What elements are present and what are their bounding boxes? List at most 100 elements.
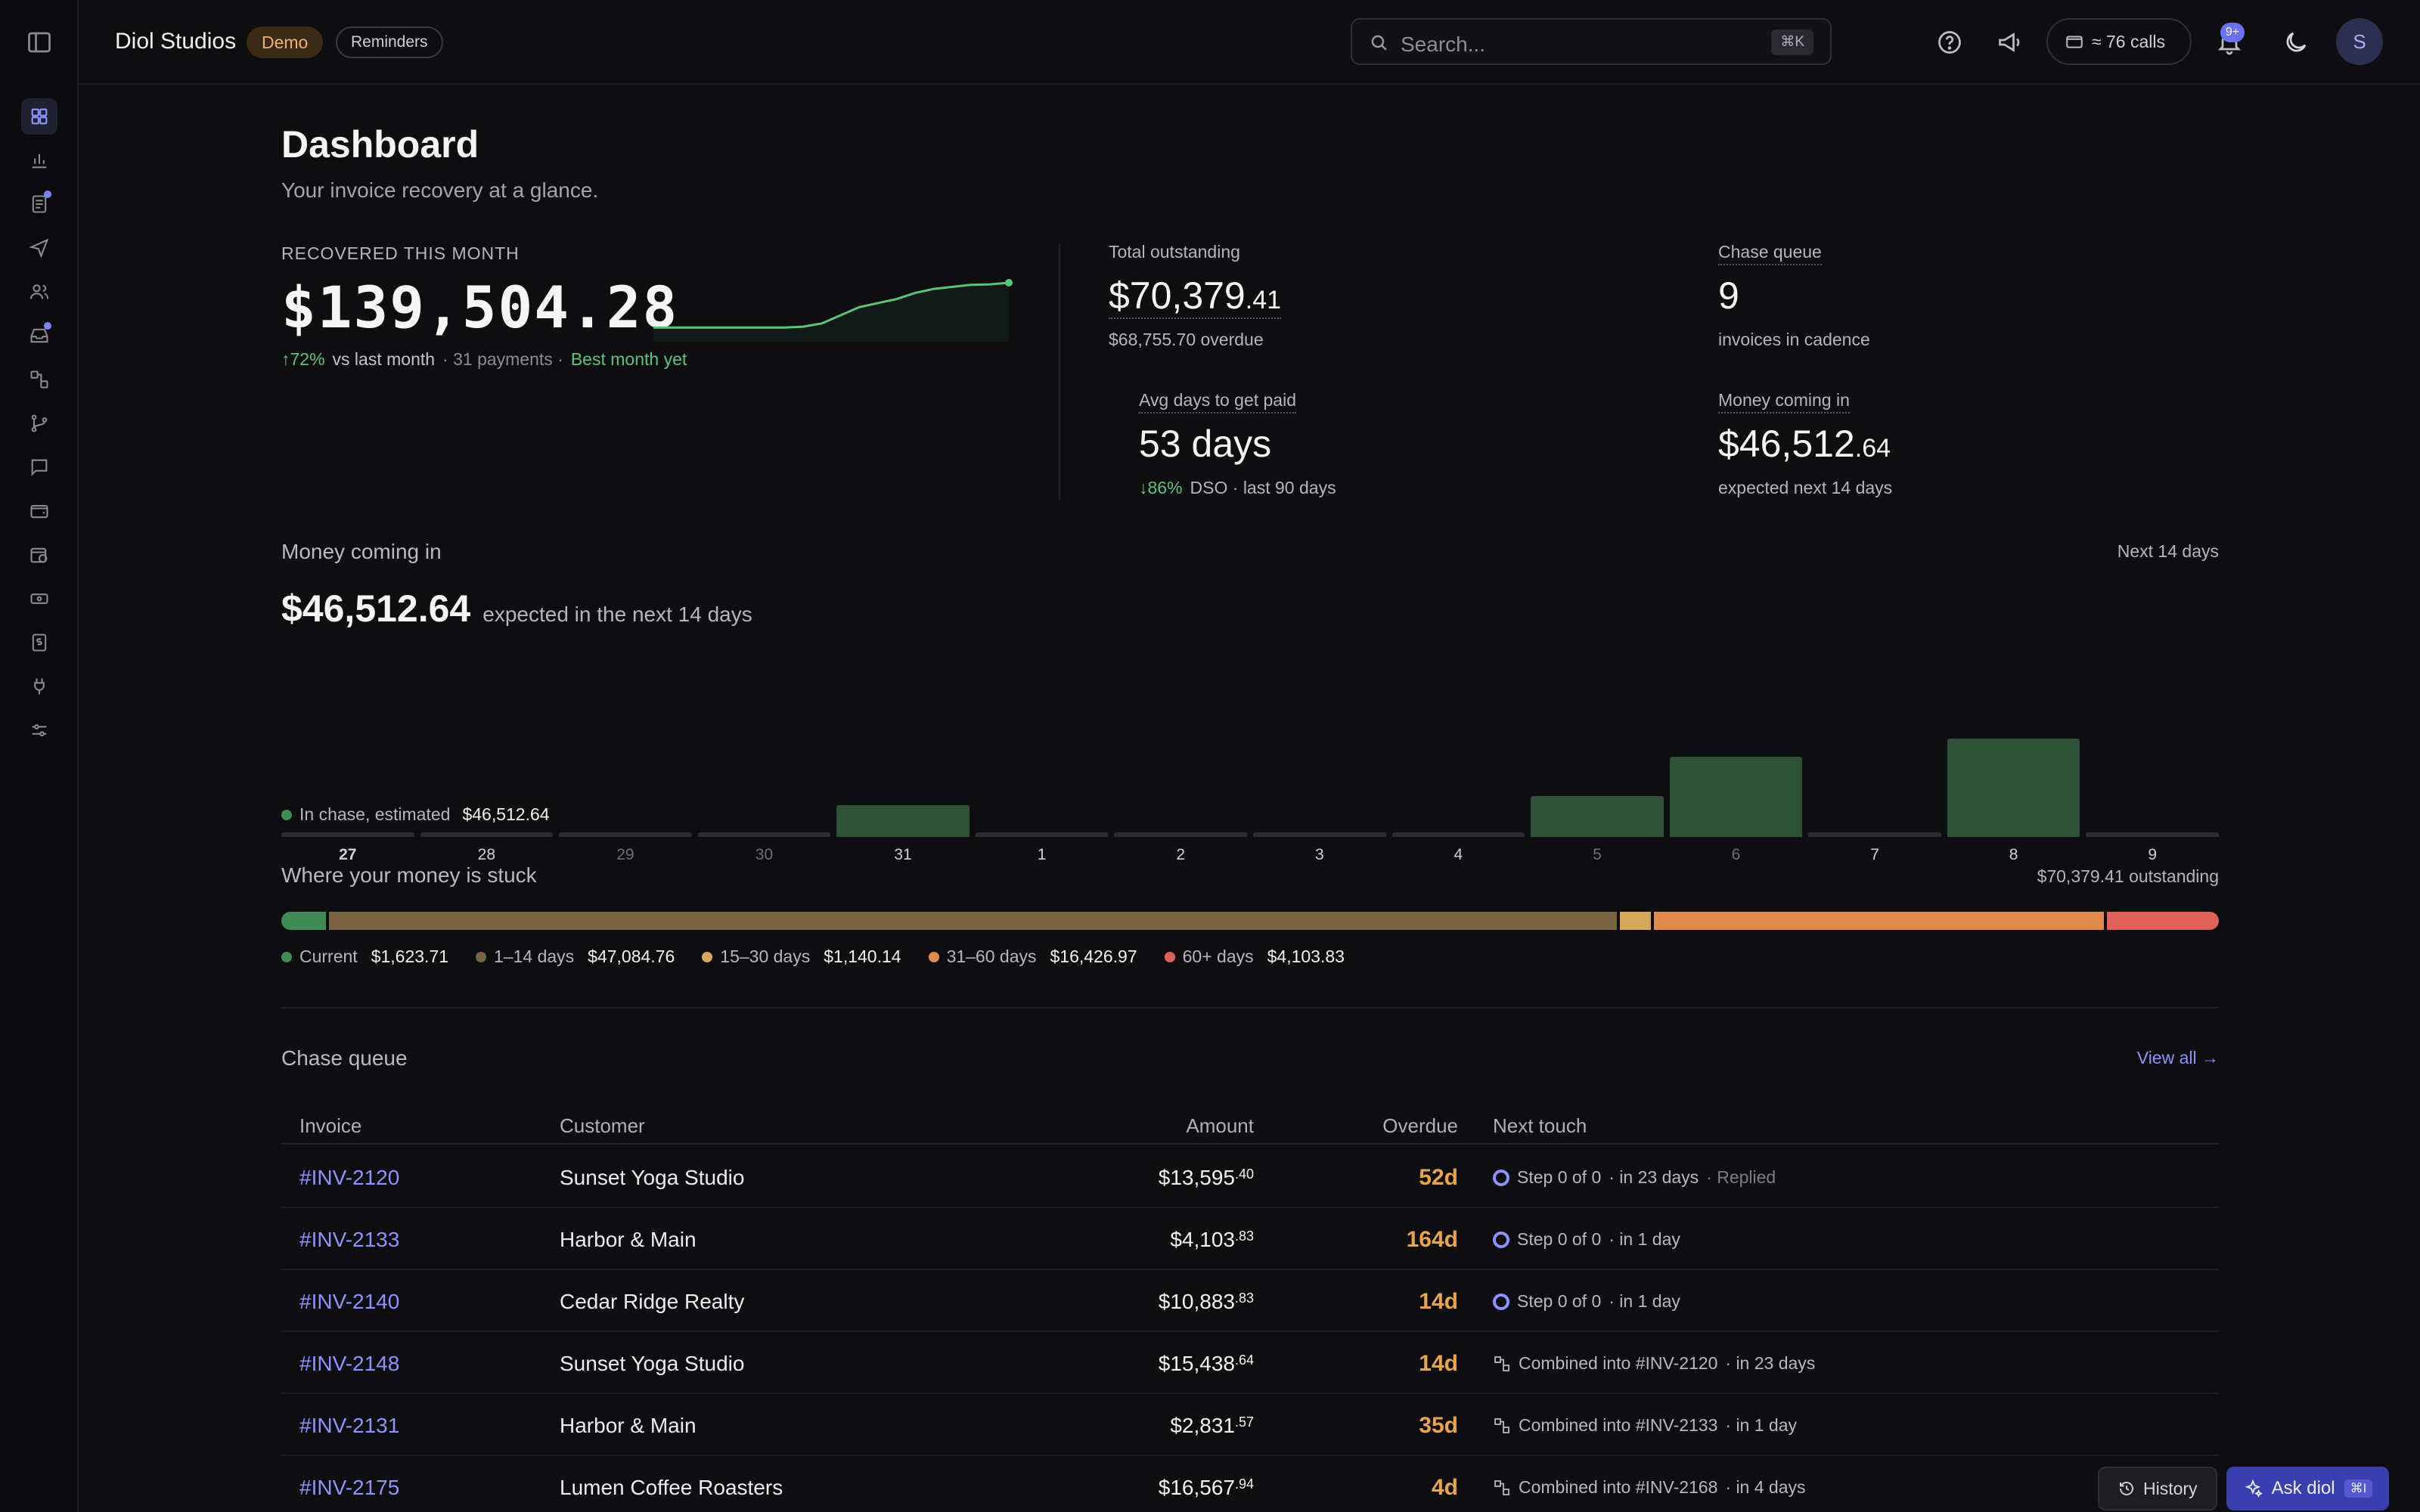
legend-value: $46,512.64	[462, 804, 550, 824]
chase-queue-stat[interactable]: Chase queue	[1718, 242, 1822, 265]
bar-column[interactable]	[836, 648, 970, 837]
invoice-link[interactable]: #INV-2120	[299, 1166, 400, 1189]
sidebar-item-billing[interactable]	[21, 624, 57, 661]
sidebar-item-payments[interactable]	[21, 581, 57, 617]
chase-title: Chase queue	[281, 1046, 408, 1070]
next-touch-when: · in 1 day	[1609, 1229, 1680, 1249]
ask-label: Ask diol	[2271, 1478, 2335, 1498]
aging-label: Current	[299, 947, 358, 966]
bar-column[interactable]	[1531, 648, 1664, 837]
ask-diol-button[interactable]: Ask diol ⌘I	[2226, 1467, 2390, 1510]
aging-legend-item[interactable]: 15–30 days $1,140.14	[702, 947, 901, 967]
moon-icon[interactable]	[2279, 26, 2313, 59]
recovered-payments: · 31 payments ·	[442, 349, 563, 369]
view-all-link[interactable]: View all →	[2136, 1048, 2219, 1067]
table-row[interactable]: #INV-2140 Cedar Ridge Realty $10,883.83 14d…	[281, 1270, 2219, 1332]
next-touch-when: · in 4 days	[1725, 1477, 1806, 1497]
bar-column[interactable]	[559, 648, 692, 837]
invoice-amount: $4,103.83	[1170, 1228, 1254, 1251]
chart-bar	[281, 832, 414, 837]
help-icon[interactable]	[1933, 26, 1966, 59]
sidebar-item-invoices[interactable]	[21, 186, 57, 222]
col-customer-header[interactable]: Customer	[560, 1114, 645, 1137]
step-ring-icon	[1493, 1231, 1509, 1248]
bar-column[interactable]	[2086, 648, 2219, 837]
invoice-link[interactable]: #INV-2140	[299, 1290, 400, 1313]
bar-column[interactable]	[281, 648, 414, 837]
col-amount-header[interactable]: Amount	[1186, 1114, 1254, 1137]
table-row[interactable]: #INV-2133 Harbor & Main $4,103.83 164d Step …	[281, 1208, 2219, 1270]
invoice-link[interactable]: #INV-2133	[299, 1228, 400, 1251]
table-row[interactable]: #INV-2131 Harbor & Main $2,831.57 35d Combin…	[281, 1394, 2219, 1456]
demo-badge: Demo	[247, 26, 324, 58]
money-in-range[interactable]: Next 14 days	[2117, 541, 2219, 561]
customer-name[interactable]: Sunset Yoga Studio	[560, 1352, 745, 1375]
table-row[interactable]: #INV-2148 Sunset Yoga Studio $15,438.64 14d…	[281, 1332, 2219, 1394]
aging-segment[interactable]	[281, 912, 326, 930]
sidebar-item-wallet[interactable]	[21, 493, 57, 529]
legend-dot	[928, 951, 939, 962]
sidebar-item-analytics[interactable]	[21, 142, 57, 178]
sidebar-toggle-icon[interactable]	[26, 29, 53, 56]
bar-column[interactable]	[1392, 648, 1525, 837]
table-row[interactable]: #INV-2120 Sunset Yoga Studio $13,595.40 52d…	[281, 1146, 2219, 1208]
plug-icon	[34, 678, 45, 695]
bar-column[interactable]	[975, 648, 1109, 837]
sidebar-item-messages[interactable]	[21, 449, 57, 485]
sparkline-line	[653, 281, 1010, 329]
sidebar-item-branches[interactable]	[21, 405, 57, 442]
sidebar-item-workflows[interactable]	[21, 361, 57, 398]
workspace-name[interactable]: Diol Studios	[115, 29, 237, 54]
avg-days-stat[interactable]: Avg days to get paid	[1139, 390, 1296, 414]
aging-value: $1,623.71	[371, 947, 449, 966]
next-touch-label: Step 0 of 0	[1517, 1167, 1602, 1187]
bar-column[interactable]	[1669, 648, 1803, 837]
bar-column[interactable]	[1947, 648, 2080, 837]
invoice-link[interactable]: #INV-2175	[299, 1476, 400, 1499]
customer-name[interactable]: Sunset Yoga Studio	[560, 1166, 745, 1189]
bar-column[interactable]	[1253, 648, 1386, 837]
col-invoice-header[interactable]: Invoice	[299, 1114, 362, 1137]
sidebar-item-schedule[interactable]	[21, 537, 57, 573]
customer-name[interactable]: Cedar Ridge Realty	[560, 1290, 745, 1313]
aging-segment[interactable]	[1620, 912, 1652, 930]
aging-legend-item[interactable]: Current $1,623.71	[281, 947, 448, 967]
sidebar-item-customers[interactable]	[21, 274, 57, 310]
aging-legend-item[interactable]: 31–60 days $16,426.97	[928, 947, 1137, 967]
next-touch-when: · in 23 days	[1609, 1167, 1699, 1187]
sidebar-item-settings[interactable]	[21, 712, 57, 748]
aging-segment[interactable]	[2106, 912, 2219, 930]
calls-credit-button[interactable]: ≈ 76 calls	[2046, 18, 2192, 65]
invoice-link[interactable]: #INV-2148	[299, 1352, 400, 1375]
avatar[interactable]: S	[2336, 18, 2383, 65]
sidebar-item-integrations[interactable]	[21, 668, 57, 705]
search-input[interactable]: Search... ⌘K	[1351, 18, 1832, 65]
customer-name[interactable]: Harbor & Main	[560, 1228, 697, 1251]
customer-name[interactable]: Lumen Coffee Roasters	[560, 1476, 783, 1499]
next-touch: Combined into #INV-2133 · in 1 day	[1493, 1415, 1797, 1436]
money-in-amount: $46,512.64	[281, 587, 471, 630]
bar-column[interactable]	[697, 648, 831, 837]
reminders-button[interactable]: Reminders	[336, 26, 443, 58]
customer-name[interactable]: Harbor & Main	[560, 1414, 697, 1437]
aging-segment[interactable]	[328, 912, 1618, 930]
col-overdue-header[interactable]: Overdue	[1382, 1114, 1458, 1137]
table-row[interactable]: #INV-2175 Lumen Coffee Roasters $16,567.94…	[281, 1456, 2219, 1512]
col-next-header[interactable]: Next touch	[1493, 1114, 1587, 1137]
bar-column[interactable]	[1114, 648, 1247, 837]
aging-label: 1–14 days	[494, 947, 575, 966]
sidebar-item-dashboard[interactable]	[21, 98, 57, 135]
aging-legend-item[interactable]: 60+ days $4,103.83	[1164, 947, 1345, 967]
sidebar-item-inbox[interactable]	[21, 318, 57, 354]
bar-column[interactable]	[1808, 648, 1941, 837]
table-header: Invoice Customer Amount Overdue Next tou…	[281, 1098, 2219, 1145]
aging-segment[interactable]	[1654, 912, 2104, 930]
next-touch-label: Combined into #INV-2133	[1519, 1415, 1718, 1435]
money-coming-stat[interactable]: Money coming in	[1718, 390, 1850, 414]
sidebar-item-send[interactable]	[21, 230, 57, 266]
aging-legend-item[interactable]: 1–14 days $47,084.76	[476, 947, 675, 967]
history-button[interactable]: History	[2098, 1467, 2217, 1510]
invoice-link[interactable]: #INV-2131	[299, 1414, 400, 1437]
bar-column[interactable]	[420, 648, 554, 837]
megaphone-icon[interactable]	[1993, 26, 2027, 59]
